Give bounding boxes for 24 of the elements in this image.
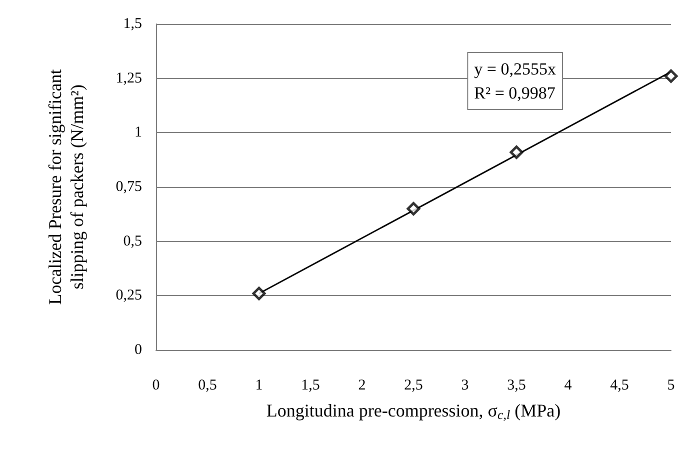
x-tick-label: 4,5	[610, 378, 629, 394]
x-tick-label: 5	[667, 378, 675, 394]
x-tick-label: 2	[358, 378, 366, 394]
y-axis-title: Localized Presure for significant slipping of packers (N/mm²)	[45, 69, 87, 305]
x-tick-label: 0,5	[198, 378, 217, 394]
y-tick-label: 0,25	[116, 288, 142, 304]
x-tick-label: 4	[564, 378, 572, 394]
point	[406, 202, 420, 216]
x-tick-label: 1,5	[301, 378, 320, 394]
point	[664, 69, 678, 83]
y-tick-label: 0	[134, 342, 142, 358]
x-tick-label: 3,5	[507, 378, 526, 394]
point	[510, 145, 524, 159]
y-tick-label: 0,5	[123, 233, 142, 250]
x-tick-label: 1	[255, 378, 263, 394]
y-tick-label: 1,5	[123, 16, 142, 32]
y-tick-label: 1,25	[116, 70, 142, 86]
point	[252, 286, 266, 300]
annotation: y = 0,2555x R² = 0,9987	[474, 60, 556, 102]
x-tick-label: 2,5	[404, 378, 423, 394]
y-tick-label: 1	[134, 124, 142, 141]
x-tick-label: 3	[461, 378, 469, 394]
y-tick-label: 0,75	[116, 179, 142, 195]
x-tick-label: 0	[152, 378, 160, 394]
